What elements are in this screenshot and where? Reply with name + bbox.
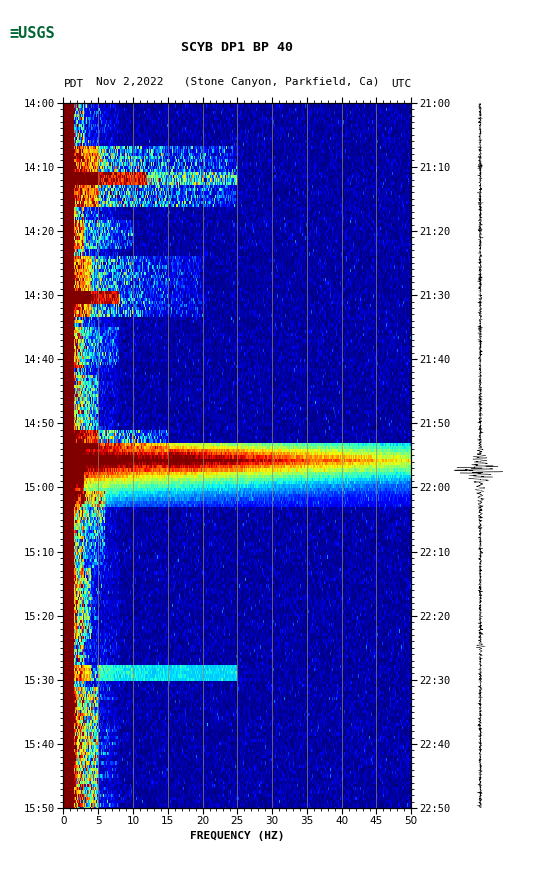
- X-axis label: FREQUENCY (HZ): FREQUENCY (HZ): [190, 830, 285, 840]
- Text: PDT: PDT: [63, 79, 84, 89]
- Text: Nov 2,2022   (Stone Canyon, Parkfield, Ca): Nov 2,2022 (Stone Canyon, Parkfield, Ca): [95, 77, 379, 87]
- Text: ≡USGS: ≡USGS: [9, 26, 55, 41]
- Text: UTC: UTC: [391, 79, 411, 89]
- Text: SCYB DP1 BP 40: SCYB DP1 BP 40: [182, 40, 293, 54]
